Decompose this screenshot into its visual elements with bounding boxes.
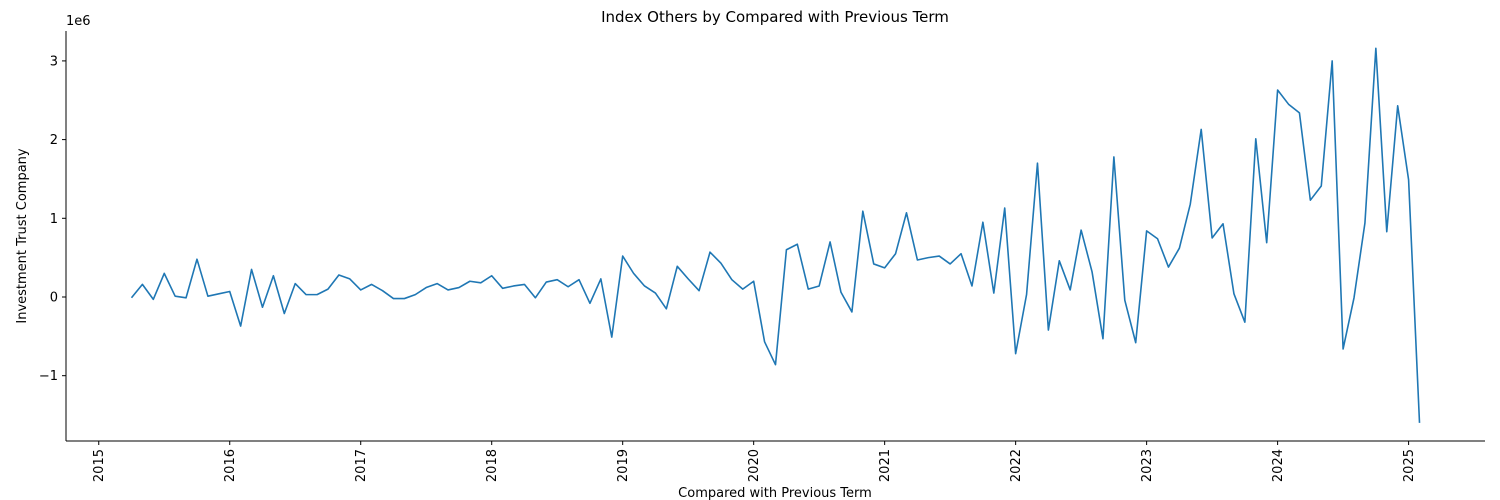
y-axis-label: Investment Trust Company [15,148,30,324]
x-tick-label: 2015 [92,449,107,482]
y-tick-label: 0 [50,290,58,305]
x-tick-label: 2017 [354,449,369,482]
x-tick-label: 2025 [1402,449,1417,482]
y-tick-label: −1 [39,369,58,384]
x-axis-label: Compared with Previous Term [678,486,872,500]
x-tick-label: 2022 [1009,449,1024,482]
y-tick-label: 1 [50,212,58,227]
chart-title: Index Others by Compared with Previous T… [601,8,949,26]
x-tick-label: 2020 [747,449,762,482]
x-tick-label: 2024 [1271,449,1286,482]
data-line [130,47,1421,423]
x-tick-label: 2018 [485,449,500,482]
x-tick-label: 2023 [1140,449,1155,482]
y-tick-label: 2 [50,133,58,148]
y-tick-label: 3 [50,54,58,69]
x-tick-label: 2016 [223,449,238,482]
x-tick-label: 2019 [616,449,631,482]
x-tick-label: 2021 [878,449,893,482]
y-offset-text: 1e6 [66,14,91,29]
